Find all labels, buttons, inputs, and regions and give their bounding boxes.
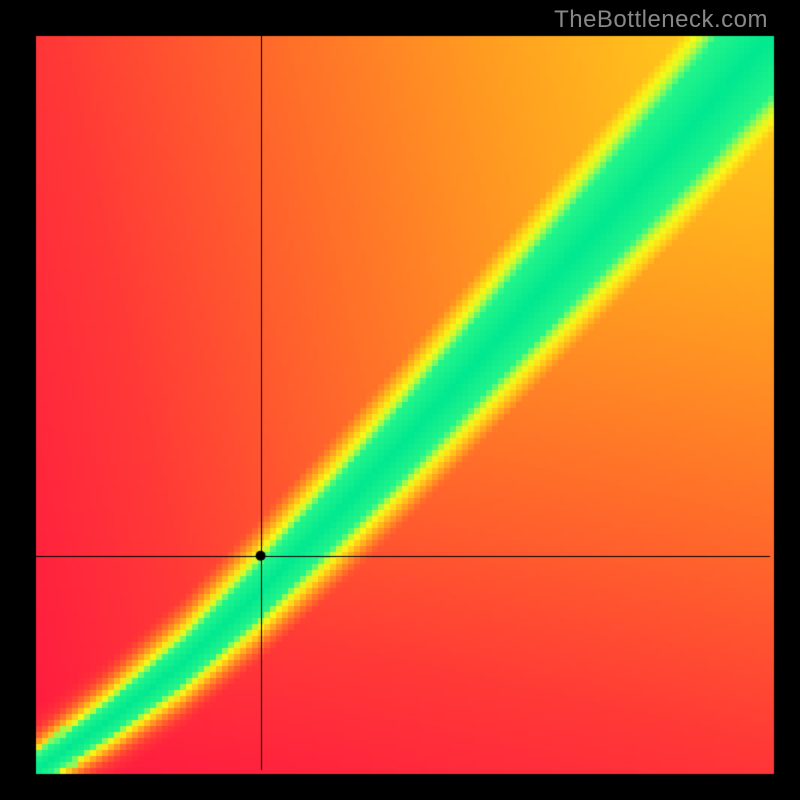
chart-container: TheBottleneck.com xyxy=(0,0,800,800)
heatmap-plot xyxy=(0,0,800,800)
watermark-text: TheBottleneck.com xyxy=(554,6,768,34)
